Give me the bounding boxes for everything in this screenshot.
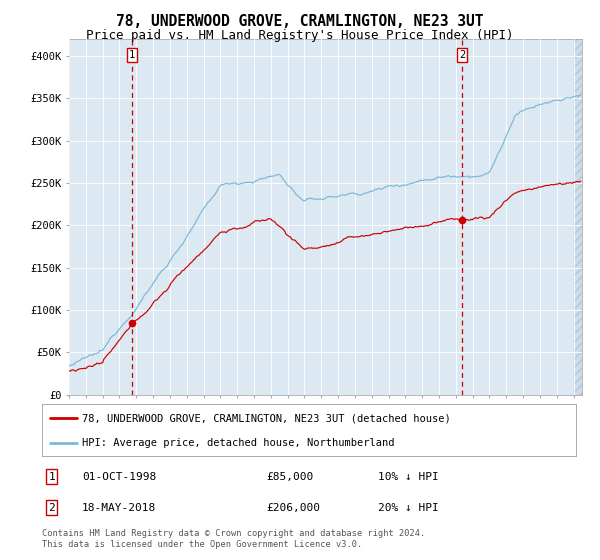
Text: 20% ↓ HPI: 20% ↓ HPI	[379, 503, 439, 513]
Text: 01-OCT-1998: 01-OCT-1998	[82, 472, 156, 482]
Bar	[574, 39, 590, 395]
Text: 78, UNDERWOOD GROVE, CRAMLINGTON, NE23 3UT: 78, UNDERWOOD GROVE, CRAMLINGTON, NE23 3…	[116, 14, 484, 29]
Text: 2: 2	[459, 50, 465, 60]
Text: 1: 1	[129, 50, 135, 60]
Text: 10% ↓ HPI: 10% ↓ HPI	[379, 472, 439, 482]
Text: 1: 1	[48, 472, 55, 482]
Text: 2: 2	[48, 503, 55, 513]
Text: £206,000: £206,000	[266, 503, 320, 513]
Text: Contains HM Land Registry data © Crown copyright and database right 2024.
This d: Contains HM Land Registry data © Crown c…	[42, 529, 425, 549]
Text: 18-MAY-2018: 18-MAY-2018	[82, 503, 156, 513]
Text: HPI: Average price, detached house, Northumberland: HPI: Average price, detached house, Nort…	[82, 438, 395, 449]
Text: 78, UNDERWOOD GROVE, CRAMLINGTON, NE23 3UT (detached house): 78, UNDERWOOD GROVE, CRAMLINGTON, NE23 3…	[82, 413, 451, 423]
Text: Price paid vs. HM Land Registry's House Price Index (HPI): Price paid vs. HM Land Registry's House …	[86, 29, 514, 42]
Text: £85,000: £85,000	[266, 472, 314, 482]
